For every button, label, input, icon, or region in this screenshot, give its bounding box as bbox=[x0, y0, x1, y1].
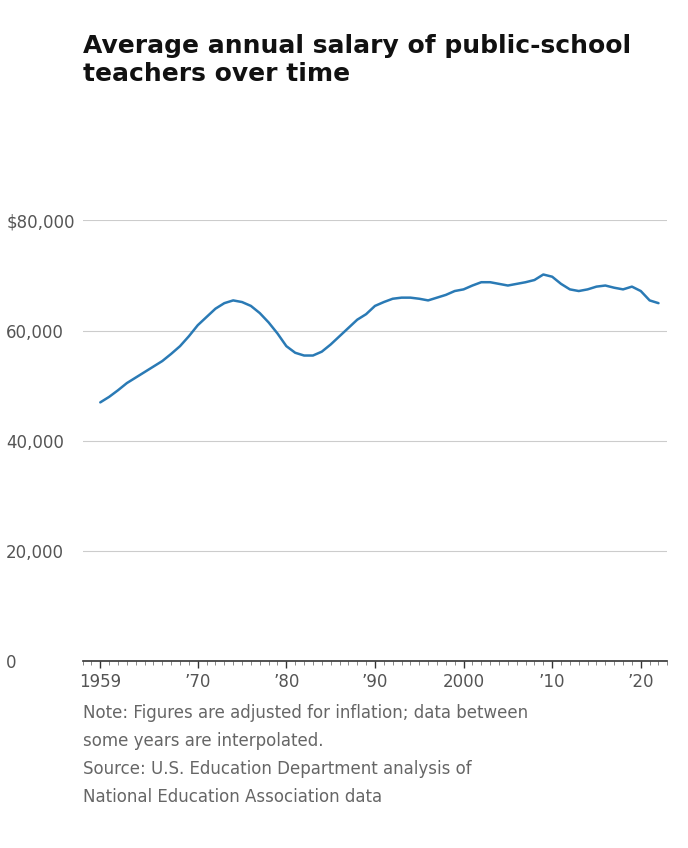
Text: Average annual salary of public-school
teachers over time: Average annual salary of public-school t… bbox=[83, 34, 631, 86]
Text: Source: U.S. Education Department analysis of: Source: U.S. Education Department analys… bbox=[83, 760, 471, 778]
Text: National Education Association data: National Education Association data bbox=[83, 788, 382, 806]
Text: some years are interpolated.: some years are interpolated. bbox=[83, 732, 323, 750]
Text: Note: Figures are adjusted for inflation; data between: Note: Figures are adjusted for inflation… bbox=[83, 704, 528, 722]
